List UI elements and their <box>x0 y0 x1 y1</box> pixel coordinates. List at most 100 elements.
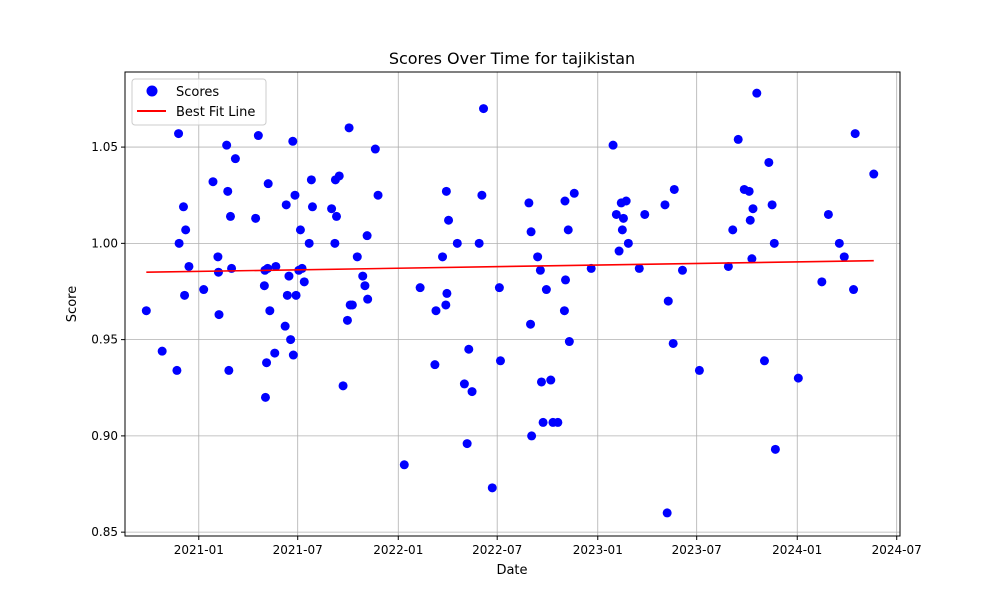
score-point <box>462 439 472 449</box>
score-point <box>569 188 579 198</box>
score-point <box>157 346 167 356</box>
score-point <box>262 358 272 368</box>
scores-points <box>141 88 879 518</box>
score-point <box>288 350 298 360</box>
x-tick-label: 2021-07 <box>273 543 323 557</box>
x-tick-label: 2023-07 <box>672 543 722 557</box>
score-point <box>263 263 273 273</box>
score-point <box>307 202 317 212</box>
score-point <box>526 319 536 329</box>
score-point <box>728 225 738 235</box>
score-point <box>538 417 548 427</box>
score-point <box>536 377 546 387</box>
score-point <box>281 200 291 210</box>
score-point <box>342 315 352 325</box>
plot-frame <box>124 71 901 537</box>
score-point <box>677 265 687 275</box>
score-point <box>180 290 190 300</box>
score-point <box>370 144 380 154</box>
score-point <box>284 271 294 281</box>
score-point <box>769 238 779 248</box>
score-point <box>213 267 223 277</box>
x-tick-label: 2023-01 <box>573 543 623 557</box>
score-point <box>663 296 673 306</box>
legend-box <box>131 78 267 126</box>
score-point <box>452 238 462 248</box>
score-point <box>141 306 151 316</box>
score-point <box>467 387 477 397</box>
score-point <box>850 129 860 139</box>
score-point <box>208 177 218 187</box>
score-point <box>723 261 733 271</box>
score-point <box>477 190 487 200</box>
score-point <box>748 204 758 214</box>
chart-title: Scores Over Time for tajikistan <box>389 49 635 68</box>
score-point <box>282 290 292 300</box>
score-point <box>586 263 596 273</box>
y-axis: 0.85 0.90 0.95 1.00 1.05 <box>91 140 125 539</box>
score-point <box>441 186 451 196</box>
score-point <box>222 140 232 150</box>
x-axis: 2021-01 2021-07 2022-01 2022-07 2023-01 2023-… <box>174 536 922 557</box>
score-point <box>494 283 504 293</box>
score-point <box>199 285 209 295</box>
score-point <box>764 157 774 167</box>
score-point <box>559 306 569 316</box>
score-point <box>541 285 551 295</box>
x-axis-title: Date <box>496 563 527 578</box>
score-point <box>745 215 755 225</box>
score-point <box>338 381 348 391</box>
score-point <box>793 373 803 383</box>
y-axis-title: Score <box>65 286 80 322</box>
score-point <box>280 321 290 331</box>
score-point <box>526 227 536 237</box>
score-point <box>181 225 191 235</box>
score-point <box>770 444 780 454</box>
y-tick-label: 1.05 <box>91 140 118 154</box>
score-point <box>834 238 844 248</box>
legend-best-fit-line-label: Best Fit Line <box>176 105 255 120</box>
score-point <box>327 204 337 214</box>
score-point <box>533 252 543 262</box>
score-point <box>614 246 624 256</box>
x-tick-label: 2022-07 <box>472 543 522 557</box>
score-point <box>291 290 301 300</box>
score-point <box>479 104 489 114</box>
score-point <box>270 348 280 358</box>
legend-scores-marker <box>146 85 158 97</box>
score-point <box>214 310 224 320</box>
score-point <box>611 209 621 219</box>
score-point <box>669 184 679 194</box>
score-point <box>330 238 340 248</box>
score-point <box>251 213 261 223</box>
score-point <box>265 306 275 316</box>
score-point <box>373 190 383 200</box>
score-point <box>817 277 827 287</box>
score-point <box>444 215 454 225</box>
legend: Scores Best Fit Line <box>131 78 267 126</box>
score-point <box>441 300 451 310</box>
score-point <box>363 294 373 304</box>
score-point <box>752 88 762 98</box>
score-point <box>553 417 563 427</box>
score-point <box>694 365 704 375</box>
score-point <box>634 263 644 273</box>
score-point <box>415 283 425 293</box>
score-point <box>332 211 342 221</box>
score-point <box>662 508 672 518</box>
score-point <box>621 196 631 206</box>
score-point <box>759 356 769 366</box>
score-point <box>431 306 441 316</box>
score-point <box>564 337 574 347</box>
score-point <box>442 288 452 298</box>
score-point <box>297 263 307 273</box>
score-point <box>306 175 316 185</box>
score-point <box>495 356 505 366</box>
y-tick-label: 0.85 <box>91 525 118 539</box>
score-point <box>288 136 298 146</box>
score-point <box>438 252 448 262</box>
legend-scores-label: Scores <box>176 85 219 100</box>
score-point <box>347 300 357 310</box>
score-point <box>304 238 314 248</box>
